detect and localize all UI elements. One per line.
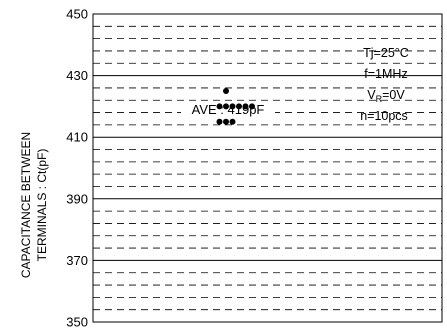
vr-main: V <box>367 88 376 102</box>
data-point <box>223 88 229 94</box>
condition-frequency: f=1MHz <box>364 67 407 81</box>
y-tick-label: 350 <box>66 315 88 330</box>
y-tick-label: 370 <box>66 253 88 268</box>
vr-sub: R <box>376 94 383 104</box>
y-tick-label: 410 <box>66 130 88 145</box>
condition-reverse-voltage: VR=0V <box>367 88 405 104</box>
data-points <box>216 88 255 125</box>
y-tick-label: 430 <box>66 68 88 83</box>
data-point <box>249 103 255 110</box>
y-tick-label: 390 <box>66 191 88 206</box>
condition-temperature: Tj=25°C <box>363 46 409 60</box>
y-tick-labels: 350 370 390 410 430 450 <box>66 7 88 330</box>
y-tick-label: 450 <box>66 7 88 22</box>
data-point <box>216 118 223 125</box>
data-point <box>236 103 242 110</box>
data-point <box>229 103 236 110</box>
conditions-box: Tj=25°C f=1MHz VR=0V n=10pcs <box>360 46 409 123</box>
y-axis-label-line2: TERMINALS : Ct(pF) <box>35 149 49 262</box>
data-point <box>216 103 223 110</box>
data-point <box>223 103 229 110</box>
vr-tail: =0V <box>382 88 405 102</box>
y-axis-label-line1: CAPACITANCE BETWEEN <box>19 132 33 278</box>
data-point <box>223 118 229 125</box>
condition-sample-count: n=10pcs <box>360 109 408 123</box>
y-axis-label: CAPACITANCE BETWEEN TERMINALS : Ct(pF) <box>19 132 49 278</box>
data-point <box>229 118 236 125</box>
plot-frame <box>92 13 443 323</box>
grid <box>93 25 442 311</box>
data-point <box>242 103 249 110</box>
